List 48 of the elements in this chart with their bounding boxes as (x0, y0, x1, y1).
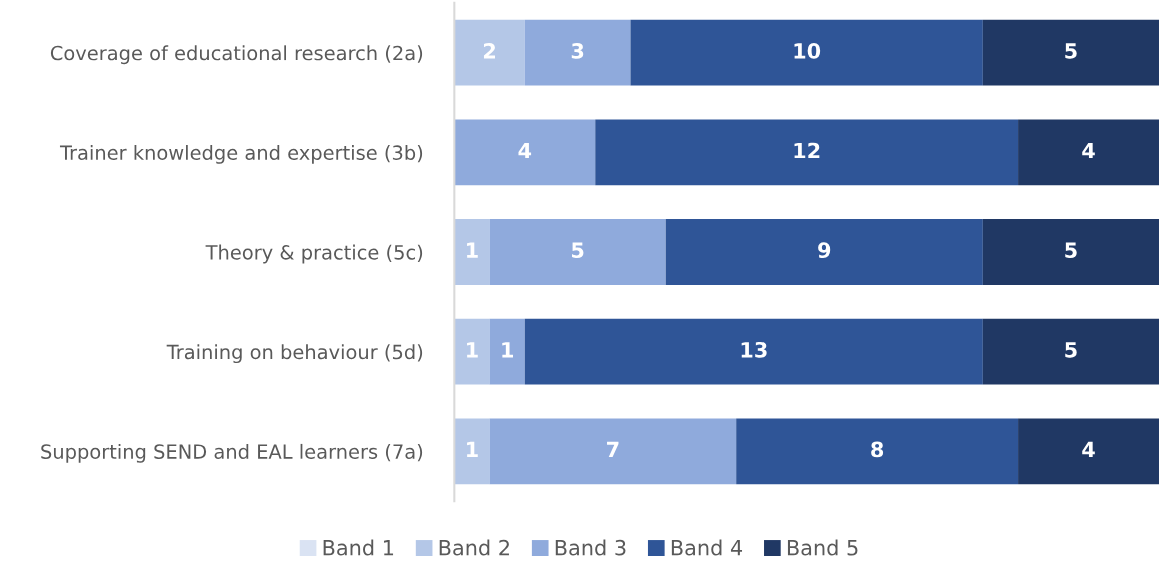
data-label: 1 (467, 242, 478, 258)
data-label: 1 (502, 342, 513, 358)
data-label: 5 (572, 242, 584, 259)
data-label: 8 (871, 441, 884, 458)
bar (630, 19, 983, 86)
bar (982, 318, 1159, 385)
data-label: 4 (1082, 142, 1095, 159)
legend-label: Band 2 (439, 539, 509, 556)
data-label: 12 (794, 142, 820, 159)
data-label: 5 (1065, 43, 1077, 59)
data-label: 5 (1065, 342, 1077, 358)
bar (489, 219, 666, 285)
bar (595, 119, 1019, 186)
y-tick-label: Training on behaviour (5d) (166, 344, 423, 364)
legend-label: Band 4 (671, 539, 743, 556)
bar (524, 318, 983, 385)
bar (454, 119, 596, 186)
bar (665, 219, 983, 285)
data-label: 4 (518, 142, 532, 159)
y-tick-label: Supporting SEND and EAL learners (7a) (41, 443, 423, 463)
bar (1018, 119, 1159, 186)
bar (489, 318, 525, 385)
data-label: 1 (467, 342, 478, 358)
data-label: 10 (794, 42, 821, 59)
bar (454, 219, 490, 285)
bar (454, 19, 525, 86)
bar (982, 19, 1159, 86)
data-label: 5 (1065, 242, 1077, 259)
y-tick-label: Trainer knowledge and expertise (3b) (59, 144, 423, 164)
data-label: 9 (818, 242, 831, 259)
data-label: 13 (741, 341, 767, 358)
bar (454, 418, 490, 485)
bar (524, 19, 631, 86)
bar (454, 318, 490, 385)
data-label: 3 (571, 42, 584, 59)
bar (736, 418, 1019, 485)
data-label: 7 (607, 441, 619, 458)
legend-label: Band 1 (323, 539, 394, 556)
data-label: 4 (1082, 441, 1095, 458)
y-tick-label: Coverage of educational research (2a) (50, 45, 423, 65)
legend-label: Band 5 (787, 539, 858, 556)
data-label: 1 (467, 441, 478, 458)
y-tick-label: Theory & practice (5c) (205, 244, 423, 264)
bar (982, 219, 1159, 285)
legend-label: Band 3 (555, 539, 626, 556)
data-label: 2 (483, 42, 495, 59)
bar (489, 418, 737, 485)
bar (1018, 418, 1159, 485)
